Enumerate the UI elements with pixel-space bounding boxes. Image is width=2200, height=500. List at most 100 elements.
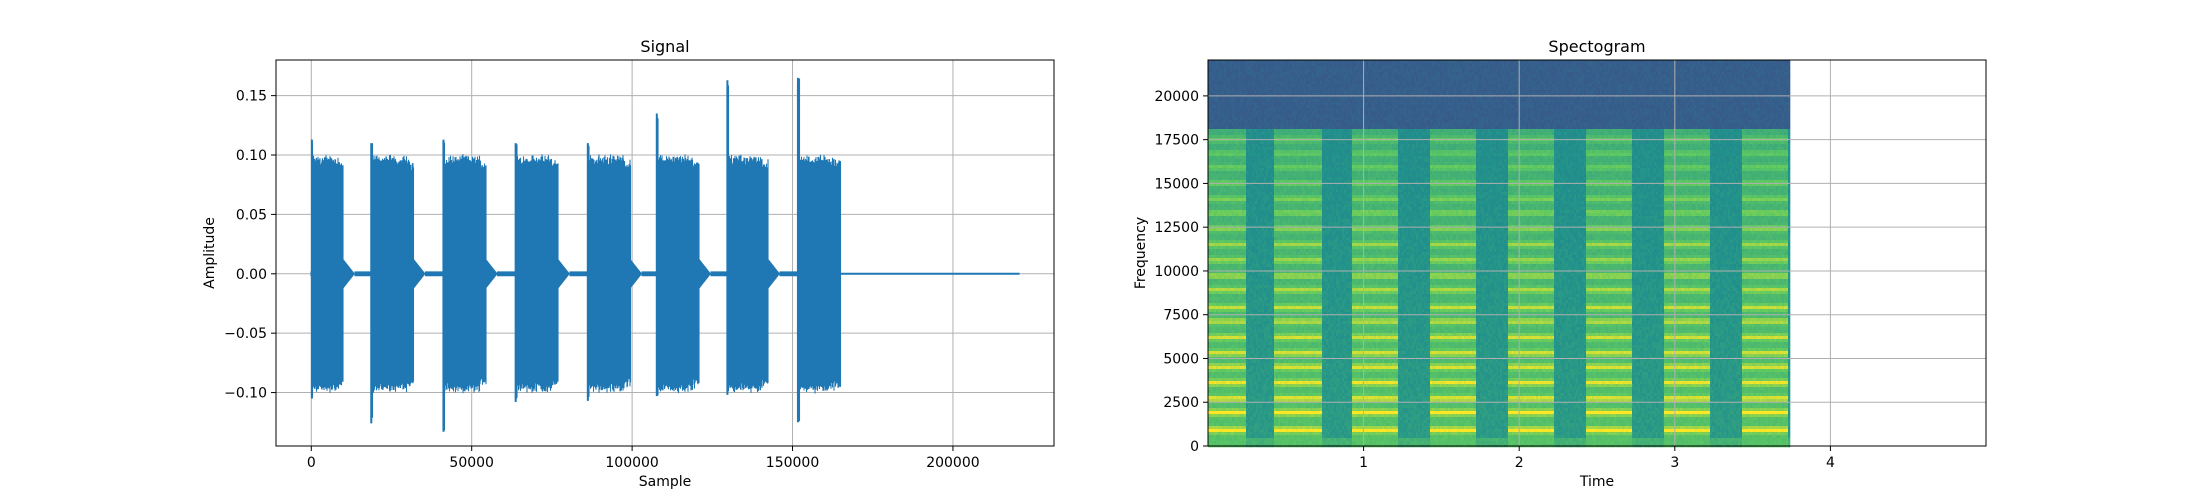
- spectrogram-cell: [1270, 66, 1272, 69]
- spectrogram-cell: [1276, 342, 1278, 345]
- spectrogram-cell: [1210, 189, 1212, 192]
- spectrogram-cell: [1256, 339, 1258, 342]
- spectrogram-cell: [1268, 339, 1270, 342]
- spectrogram-cell: [1258, 345, 1260, 348]
- spectrogram-cell: [1248, 228, 1250, 231]
- spectrogram-cell: [1242, 396, 1244, 399]
- spectrogram-cell: [1262, 381, 1264, 384]
- spectrogram-cell: [1258, 123, 1260, 126]
- spectrogram-cell: [1280, 333, 1282, 336]
- spectrogram-cell: [1234, 102, 1236, 105]
- spectrogram-cell: [1240, 192, 1242, 195]
- spectrogram-cell: [1228, 258, 1230, 261]
- spectrogram-cell: [1212, 135, 1214, 138]
- spectrogram-cell: [1282, 147, 1284, 150]
- spectrogram-cell: [1280, 159, 1282, 162]
- spectrogram-cell: [1240, 81, 1242, 84]
- spectrogram-cell: [1274, 345, 1276, 348]
- spectrogram-cell: [1258, 132, 1260, 135]
- spectrogram-cell: [1262, 294, 1264, 297]
- spectrogram-cell: [1282, 192, 1284, 195]
- spectrogram-cell: [1272, 438, 1274, 441]
- spectrogram-cell: [1274, 168, 1276, 171]
- spectrogram-cell: [1254, 435, 1256, 438]
- spectrogram-cell: [1278, 207, 1280, 210]
- spectrogram-cell: [1262, 255, 1264, 258]
- spectrogram-cell: [1230, 186, 1232, 189]
- spectrogram-cell: [1264, 150, 1266, 153]
- spectrogram-cell: [1214, 129, 1216, 132]
- spectrogram-cell: [1214, 114, 1216, 117]
- spectrogram-cell: [1216, 258, 1218, 261]
- spectrogram-cell: [1214, 117, 1216, 120]
- spectrogram-cell: [1264, 186, 1266, 189]
- spectrogram-cell: [1280, 174, 1282, 177]
- spectrogram-cell: [1210, 111, 1212, 114]
- spectrogram-cell: [1218, 336, 1220, 339]
- spectrogram-cell: [1252, 75, 1254, 78]
- spectrogram-cell: [1256, 237, 1258, 240]
- spectrogram-cell: [1246, 195, 1248, 198]
- spectrogram-cell: [1244, 249, 1246, 252]
- spectrogram-cell: [1218, 369, 1220, 372]
- spectrogram-cell: [1214, 234, 1216, 237]
- spectrogram-cell: [1228, 363, 1230, 366]
- spectrogram-cell: [1232, 354, 1234, 357]
- spectrogram-cell: [1210, 69, 1212, 72]
- spectrogram-cell: [1284, 96, 1286, 99]
- spectrogram-cell: [1230, 336, 1232, 339]
- spectrogram-cell: [1214, 75, 1216, 78]
- spectrogram-cell: [1228, 390, 1230, 393]
- spectrogram-cell: [1274, 198, 1276, 201]
- spectrogram-cell: [1254, 63, 1256, 66]
- spectrogram-cell: [1256, 405, 1258, 408]
- spectrogram-cell: [1224, 420, 1226, 423]
- spectrogram-cell: [1278, 330, 1280, 333]
- spectrogram-cell: [1276, 141, 1278, 144]
- spectrogram-cell: [1240, 204, 1242, 207]
- spectrogram-cell: [1242, 123, 1244, 126]
- spectrogram-cell: [1232, 174, 1234, 177]
- spectrogram-cell: [1244, 177, 1246, 180]
- spectrogram-cell: [1244, 285, 1246, 288]
- spectrogram-cell: [1246, 72, 1248, 75]
- spectrogram-cell: [1276, 207, 1278, 210]
- spectrogram-cell: [1236, 90, 1238, 93]
- spectrogram-cell: [1282, 198, 1284, 201]
- spectrogram-cell: [1266, 387, 1268, 390]
- spectrogram-cell: [1270, 339, 1272, 342]
- spectrogram-cell: [1226, 336, 1228, 339]
- spectrogram-cell: [1264, 87, 1266, 90]
- spectrogram-cell: [1242, 405, 1244, 408]
- spectrogram-cell: [1264, 195, 1266, 198]
- spectrogram-cell: [1276, 63, 1278, 66]
- spectrogram-cell: [1218, 192, 1220, 195]
- spectrogram-cell: [1220, 285, 1222, 288]
- spectrogram-cell: [1256, 408, 1258, 411]
- spectrogram-cell: [1266, 282, 1268, 285]
- spectrogram-cell: [1254, 306, 1256, 309]
- spectrogram-cell: [1244, 81, 1246, 84]
- spectrogram-cell: [1220, 159, 1222, 162]
- spectrogram-cell: [1268, 432, 1270, 435]
- spectrogram-cell: [1268, 438, 1270, 441]
- spectrogram-cell: [1278, 390, 1280, 393]
- spectrogram-cell: [1220, 90, 1222, 93]
- spectrogram-cell: [1220, 165, 1222, 168]
- spectrogram-cell: [1270, 228, 1272, 231]
- spectrogram-cell: [1248, 249, 1250, 252]
- spectrogram-cell: [1230, 297, 1232, 300]
- spectrogram-cell: [1274, 111, 1276, 114]
- spectrogram-cell: [1242, 156, 1244, 159]
- spectrogram-cell: [1280, 141, 1282, 144]
- spectrogram-cell: [1244, 234, 1246, 237]
- spectrogram-cell: [1230, 117, 1232, 120]
- spectrogram-cell: [1256, 300, 1258, 303]
- spectrogram-cell: [1230, 414, 1232, 417]
- spectrogram-cell: [1276, 426, 1278, 429]
- spectrogram-cell: [1264, 342, 1266, 345]
- spectrogram-cell: [1212, 123, 1214, 126]
- spectrogram-cell: [1282, 117, 1284, 120]
- spectrogram-cell: [1262, 438, 1264, 441]
